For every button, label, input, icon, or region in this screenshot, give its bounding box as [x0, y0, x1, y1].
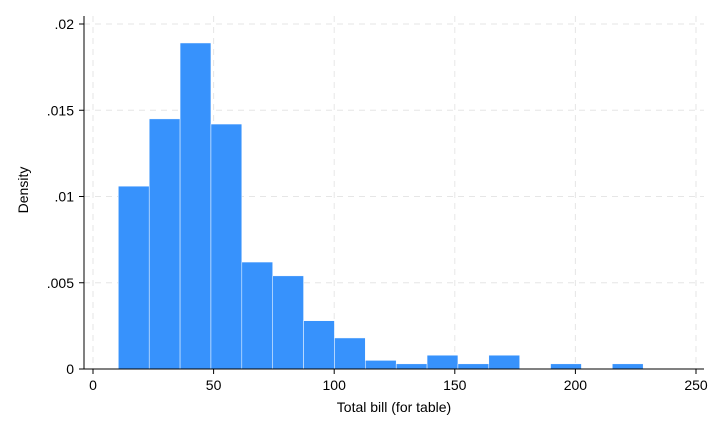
histogram-bar: [488, 354, 520, 370]
histogram-bar: [118, 185, 150, 370]
histogram-bar: [612, 363, 644, 370]
x-tick-label: 0: [89, 377, 97, 393]
y-axis-title: Density: [15, 167, 31, 214]
histogram-bar: [426, 354, 459, 370]
x-tick-label: 50: [206, 377, 222, 393]
histogram-bar: [241, 261, 273, 370]
x-tick-label: 250: [684, 377, 708, 393]
histogram-bar: [550, 363, 582, 370]
x-axis-title: Total bill (for table): [337, 399, 451, 415]
histogram-bar: [457, 363, 490, 370]
histogram-bar: [272, 275, 304, 370]
x-tick-label: 200: [564, 377, 588, 393]
x-tick-label: 100: [323, 377, 347, 393]
histogram-bars: [118, 42, 644, 370]
histogram-bar: [179, 42, 212, 370]
histogram-bar: [303, 320, 335, 370]
x-tick-label: 150: [443, 377, 467, 393]
y-tick-label: .02: [55, 16, 75, 32]
histogram-bar: [210, 123, 243, 370]
histogram-bar: [365, 360, 397, 370]
histogram-bar: [334, 337, 366, 370]
axes: 0 .005 .01 .015 .02 0 50 100 150 200 250: [47, 16, 708, 393]
histogram-bar: [395, 363, 428, 370]
y-tick-label: .005: [47, 275, 74, 291]
y-tick-label: 0: [66, 361, 74, 377]
histogram-bar: [148, 118, 181, 370]
y-tick-label: .015: [47, 102, 74, 118]
y-tick-label: .01: [55, 189, 75, 205]
